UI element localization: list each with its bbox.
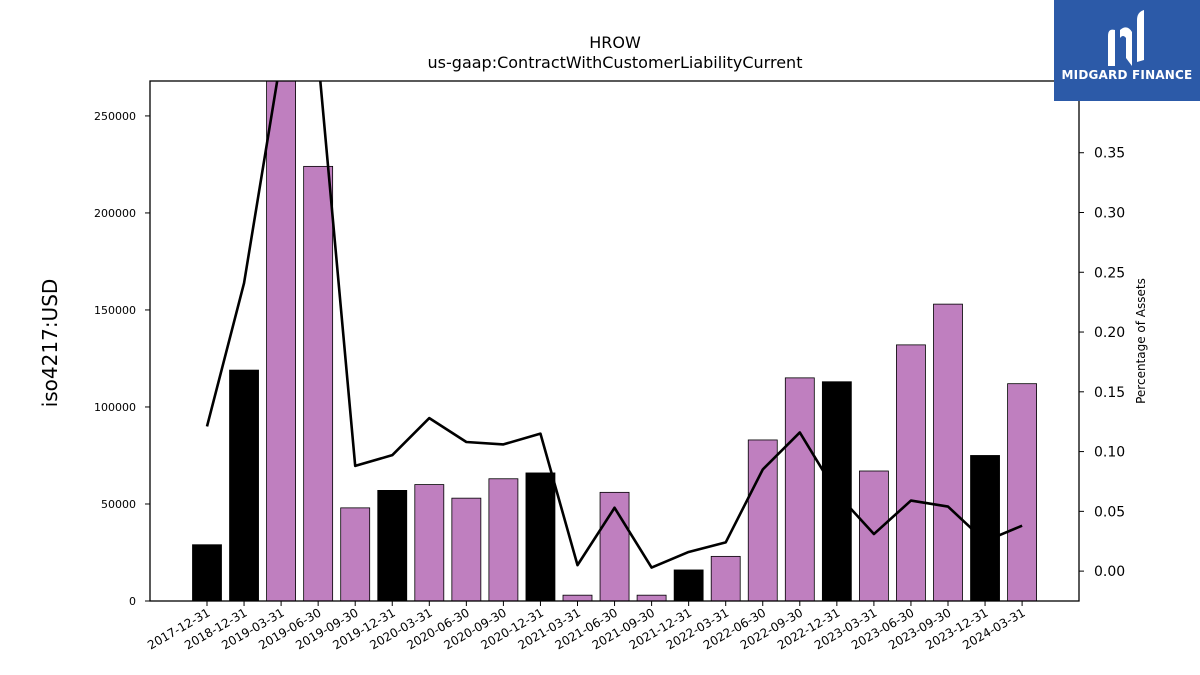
bar-2019-12-31 xyxy=(377,490,408,602)
bar-2023-03-31 xyxy=(859,470,889,602)
left-tick-label: 50000 xyxy=(101,498,136,511)
logo-mark-icon xyxy=(1108,10,1144,67)
bar-2021-03-31 xyxy=(562,594,593,602)
bar-2020-09-30 xyxy=(488,478,519,602)
right-axis-ticks: 0.00 0.05 0.10 0.15 0.20 0.25 0.30 0.35 xyxy=(1079,146,1125,580)
right-tick-label: 0.25 xyxy=(1094,265,1125,281)
bar-2021-06-30 xyxy=(599,491,630,602)
bar-2018-12-31 xyxy=(229,369,259,602)
chart-title: HROW xyxy=(589,33,641,52)
bar-2022-09-30 xyxy=(784,377,815,602)
bar-2020-12-31 xyxy=(525,472,556,602)
left-tick-label: 150000 xyxy=(94,304,136,317)
bar-2020-06-30 xyxy=(451,497,482,602)
y-axis-label-left: iso4217:USD xyxy=(38,279,62,408)
right-tick-label: 0.10 xyxy=(1094,445,1125,461)
right-tick-label: 0.00 xyxy=(1094,564,1125,580)
bar-2023-09-30 xyxy=(933,303,963,602)
bar-2022-03-31 xyxy=(710,555,741,602)
bar-2024-03-31 xyxy=(1007,383,1037,602)
left-tick-label: 200000 xyxy=(94,207,136,220)
bar-2019-06-30 xyxy=(303,165,334,602)
bar-2023-12-31 xyxy=(970,455,1000,602)
logo-text: MIDGARD FINANCE xyxy=(1061,68,1193,82)
bar-2021-12-31 xyxy=(673,569,704,602)
line-group xyxy=(205,81,1023,569)
y-axis-label-right: Percentage of Assets xyxy=(1134,278,1148,404)
logo: MIDGARD FINANCE xyxy=(1054,0,1200,101)
bar-2023-06-30 xyxy=(896,344,926,602)
bar-2017-12-31 xyxy=(192,544,222,602)
left-axis-ticks: 0 50000 100000 150000 200000 250000 xyxy=(94,110,150,608)
bar-2021-09-30 xyxy=(636,594,667,602)
left-tick-label: 100000 xyxy=(94,401,136,414)
right-tick-label: 0.20 xyxy=(1094,325,1125,341)
plot-frame xyxy=(149,80,1080,602)
chart-subtitle: us-gaap:ContractWithCustomerLiabilityCur… xyxy=(428,53,803,72)
right-tick-label: 0.35 xyxy=(1094,146,1125,162)
right-tick-label: 0.30 xyxy=(1094,205,1125,221)
left-tick-label: 0 xyxy=(129,595,136,608)
bar-2020-03-31 xyxy=(414,484,445,602)
percentage-line xyxy=(205,81,1023,569)
right-tick-label: 0.15 xyxy=(1094,385,1125,401)
left-tick-label: 250000 xyxy=(94,110,136,123)
bar-2019-09-30 xyxy=(340,507,371,602)
bar-2022-06-30 xyxy=(747,439,778,602)
right-tick-label: 0.05 xyxy=(1094,504,1125,520)
bars-group xyxy=(192,80,1037,602)
bar-2019-03-31 xyxy=(266,80,297,602)
x-axis-ticks: 2017-12-312018-12-312019-03-312019-06-30… xyxy=(145,601,1028,652)
